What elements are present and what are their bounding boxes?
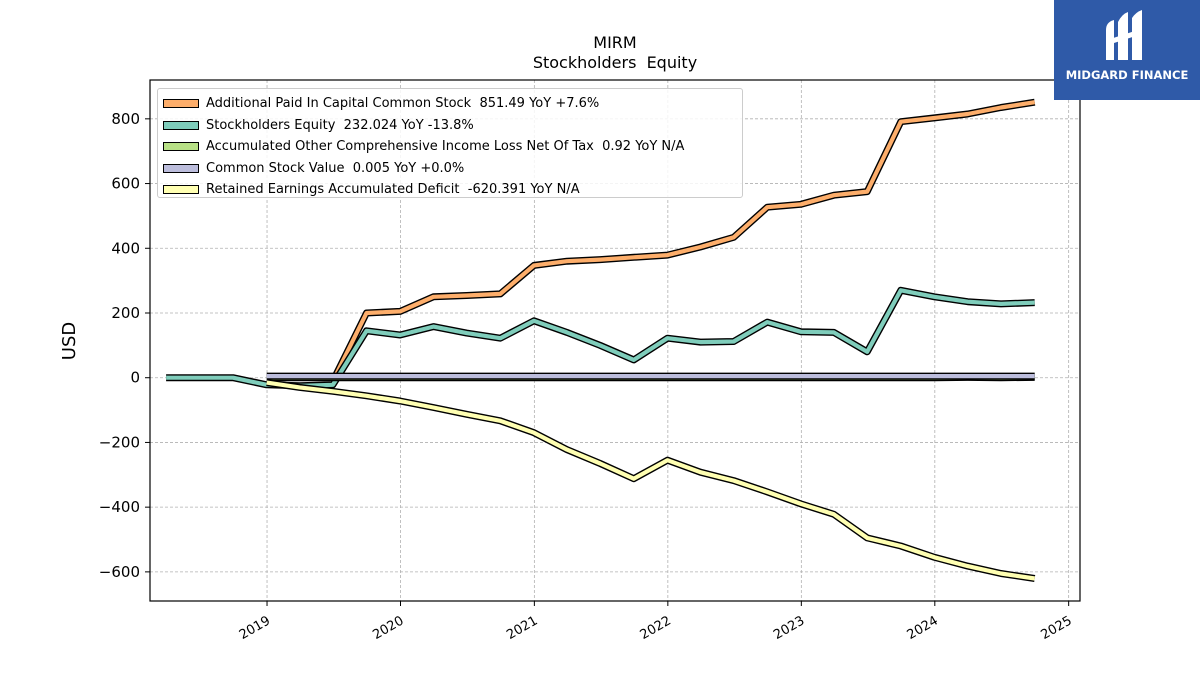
series-outline-4 bbox=[266, 379, 1036, 582]
y-axis-label: USD bbox=[59, 322, 80, 360]
y-tick-label: 800 bbox=[111, 110, 140, 128]
y-tick-label: 0 bbox=[130, 369, 140, 387]
x-tick-label: 2022 bbox=[638, 613, 674, 643]
y-tick-label: 600 bbox=[111, 175, 140, 193]
legend-item: Retained Earnings Accumulated Deficit -6… bbox=[158, 179, 742, 201]
legend-item: Stockholders Equity 232.024 YoY -13.8% bbox=[158, 115, 742, 137]
legend-label: Accumulated Other Comprehensive Income L… bbox=[206, 139, 685, 155]
chart-title: MIRM bbox=[593, 33, 636, 52]
series-line-4 bbox=[266, 380, 1036, 581]
series-line-1 bbox=[166, 288, 1035, 388]
brand-logo-icon bbox=[1106, 10, 1142, 60]
brand-logo: MIDGARD FINANCE bbox=[1054, 0, 1200, 100]
x-tick-label: 2023 bbox=[771, 613, 807, 643]
legend-label: Additional Paid In Capital Common Stock … bbox=[206, 96, 600, 112]
y-tick-label: −600 bbox=[99, 563, 140, 581]
legend-item: Common Stock Value 0.005 YoY +0.0% bbox=[158, 158, 742, 180]
legend-swatch bbox=[163, 99, 199, 109]
series-line-0 bbox=[331, 100, 1036, 382]
x-tick-label: 2021 bbox=[504, 613, 540, 643]
x-tick-label: 2025 bbox=[1039, 613, 1075, 643]
legend-swatch bbox=[163, 185, 199, 195]
x-tick-label: 2019 bbox=[237, 613, 273, 643]
legend-swatch bbox=[163, 142, 199, 152]
legend-swatch bbox=[163, 120, 199, 130]
y-tick-label: 200 bbox=[111, 304, 140, 322]
y-tick-label: 400 bbox=[111, 239, 140, 257]
y-tick-label: −200 bbox=[99, 433, 140, 451]
plot-frame bbox=[149, 79, 1081, 602]
y-tick-label: −400 bbox=[99, 498, 140, 516]
legend-label: Stockholders Equity 232.024 YoY -13.8% bbox=[206, 117, 474, 133]
series-layer bbox=[166, 98, 1036, 582]
legend-item: Accumulated Other Comprehensive Income L… bbox=[158, 136, 742, 158]
brand-name: MIDGARD FINANCE bbox=[1065, 68, 1189, 82]
legend-label: Retained Earnings Accumulated Deficit -6… bbox=[206, 182, 580, 198]
x-tick-label: 2020 bbox=[370, 613, 406, 643]
legend-label: Common Stock Value 0.005 YoY +0.0% bbox=[206, 160, 465, 176]
legend-swatch bbox=[163, 163, 199, 173]
chart-subtitle: Stockholders Equity bbox=[533, 53, 697, 72]
x-tick-label: 2024 bbox=[905, 613, 941, 643]
legend-item: Additional Paid In Capital Common Stock … bbox=[158, 93, 742, 115]
series-outline-1 bbox=[166, 286, 1035, 390]
legend: Additional Paid In Capital Common Stock … bbox=[157, 88, 743, 198]
